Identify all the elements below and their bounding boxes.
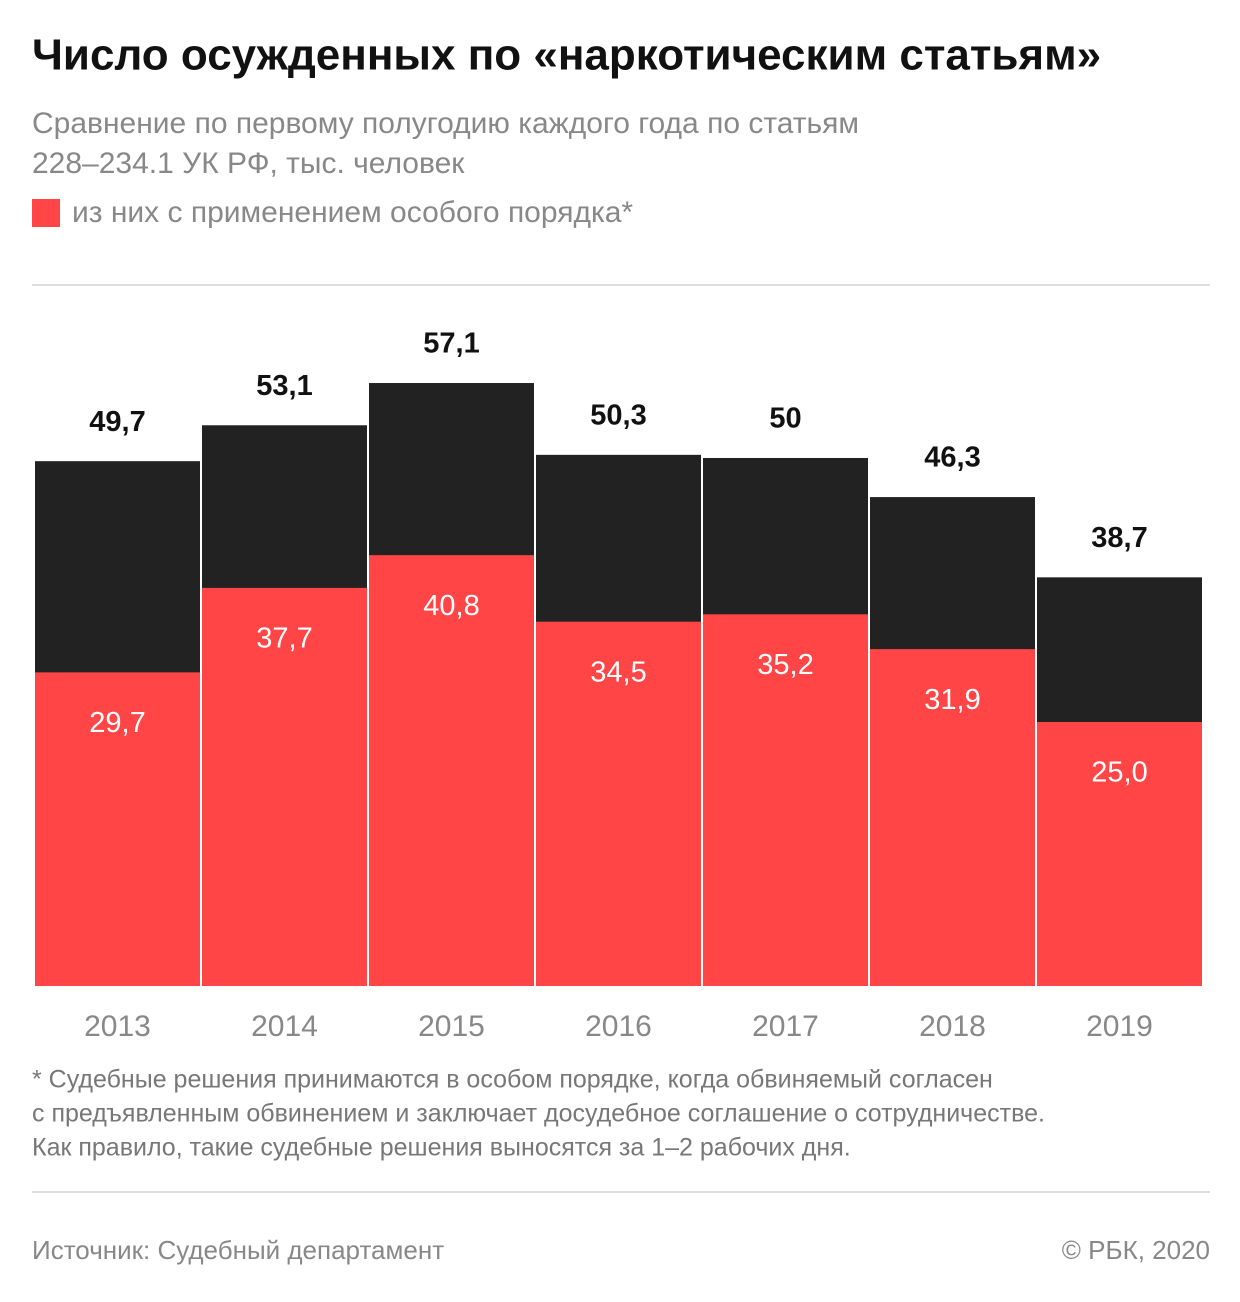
value-label: 25,0: [1091, 757, 1147, 789]
bar: [1037, 722, 1202, 986]
x-tick-label: 2013: [84, 1010, 151, 1043]
legend-swatch: [32, 199, 60, 227]
bar: [202, 587, 367, 986]
x-tick-label: 2015: [418, 1010, 485, 1043]
x-tick-label: 2019: [1086, 1010, 1153, 1043]
value-label: 37,7: [256, 623, 312, 655]
total-label: 57,1: [423, 328, 479, 360]
total-label: 50,3: [590, 399, 646, 431]
legend-label: из них с применением особого порядка*: [72, 196, 633, 229]
value-label: 40,8: [423, 590, 479, 622]
total-label: 38,7: [1091, 522, 1147, 554]
bar: [369, 555, 534, 986]
subtitle: 228–234.1 УК РФ, тыс. человек: [32, 147, 465, 180]
x-tick-label: 2017: [752, 1010, 819, 1043]
value-label: 34,5: [590, 656, 646, 688]
bar: [703, 614, 868, 986]
total-label: 49,7: [89, 406, 145, 438]
bar: [870, 649, 1035, 986]
total-label: 46,3: [924, 442, 980, 474]
total-label: 50: [769, 403, 801, 435]
bar: [35, 672, 200, 986]
x-tick-label: 2016: [585, 1010, 652, 1043]
chart-title: Число осужденных по «наркотическим стать…: [32, 31, 1101, 80]
value-label: 31,9: [924, 684, 980, 716]
subtitle: Сравнение по первому полугодию каждого г…: [32, 107, 859, 140]
total-label: 53,1: [256, 370, 312, 402]
x-tick-label: 2014: [251, 1010, 318, 1043]
footnote: Как правило, такие судебные решения выно…: [32, 1134, 851, 1162]
bar: [536, 621, 701, 986]
value-label: 29,7: [89, 707, 145, 739]
footnote: * Судебные решения принимаются в особом …: [32, 1066, 993, 1094]
value-label: 35,2: [757, 649, 813, 681]
footnote: с предъявленным обвинением и заключает д…: [32, 1100, 1045, 1128]
x-tick-label: 2018: [919, 1010, 986, 1043]
copyright: © РБК, 2020: [1062, 1235, 1210, 1265]
source: Источник: Судебный департамент: [32, 1235, 444, 1265]
